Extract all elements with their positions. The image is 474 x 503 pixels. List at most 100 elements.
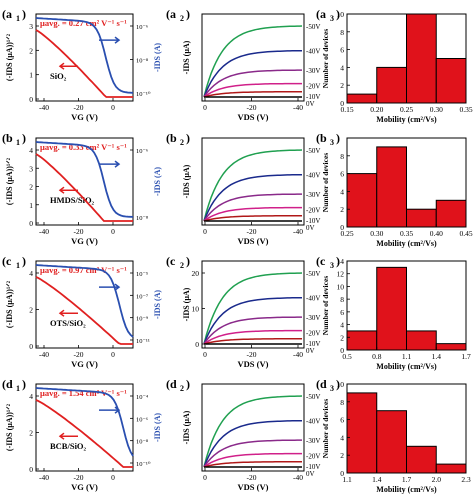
material-label: SiO₂ [50,71,67,81]
transfer-x-tick-label: 0 [111,473,115,482]
histogram-x-tick-label: 2.3 [461,475,471,484]
output-y-tick-label: 0 [195,340,199,349]
output-xlabel: VDS (V) [238,236,269,246]
output-y-tick-label: 20 [192,269,200,278]
output-curve-line [203,82,302,98]
output-curve-line [203,215,302,222]
output-x-tick-label: -20 [247,103,257,112]
material-label: HMDS/SiO₂ [50,195,95,205]
output-curve-line [203,338,302,345]
histogram-y-tick-label: 6 [340,170,344,179]
histogram-x-tick-label: 1.4 [432,352,442,361]
transfer-x-tick-label: -40 [39,103,49,112]
output-y-tick-label: 10 [192,305,200,314]
panel-label-close: ) [22,254,26,268]
panel-label-close: ) [336,7,340,21]
output-x-tick-label: -40 [293,473,303,482]
output-curve-line [203,272,303,345]
output-curve-label: -30V [306,67,320,75]
histogram-x-tick-label: 0.20 [370,105,383,114]
transfer-right-tick-label: 10⁻⁶ [136,416,148,423]
panel-label-close: ) [336,254,340,268]
histogram-bar [406,13,437,104]
output-x-tick-label: 0 [203,350,207,359]
transfer-ylabel-right: -IDS (A) [153,167,162,196]
transfer-right-tick-label: 10⁻¹⁰ [136,461,151,468]
histogram-y-tick-label: 6 [340,308,344,317]
output-curve-line [203,439,302,468]
panel-label-sub: 3 [330,138,334,147]
panel-label-close: ) [22,131,26,145]
transfer-x-tick-label: -20 [74,350,84,359]
output-xlabel: VDS (V) [238,112,269,122]
transfer-x-tick-label: 0 [111,227,115,236]
histogram-bar [406,208,437,228]
panel-label-close: ) [336,131,340,145]
transfer-xlabel: VG (V) [71,112,98,122]
panel-label-letter: (b [316,131,327,145]
output-plot-frame [201,13,305,102]
histogram-x-tick-label: 1.4 [372,475,382,484]
transfer-x-tick-label: -40 [39,350,49,359]
panel-label: (a 1) [2,7,26,23]
output-curve-label: -20V [306,83,320,91]
output-curve-line [203,149,303,222]
output-curve-label: -10V [306,93,320,101]
histogram-xlabel: Mobility (cm²/Vs) [376,239,437,248]
histogram-bar [346,173,378,228]
transfer-ylabel-left: (-IDS (μA))¹ᐟ² [5,157,14,205]
transfer-left-tick-label: 1 [29,201,33,210]
output-curve-line [203,452,302,468]
output-curve-line [203,296,302,345]
histogram-x-tick-label: 1.1 [342,475,352,484]
output-curve-label: 0V [306,100,315,108]
histogram-x-tick-label: 1.7 [402,475,412,484]
histogram-y-tick-label: 6 [340,416,344,425]
histogram-bar [435,199,467,228]
histogram-x-tick-label: 0.15 [340,105,353,114]
output-curve-line [203,395,303,468]
transfer-x-tick-label: 0 [111,103,115,112]
output-curve-line [203,173,302,222]
transfer-sqrt-curve [35,276,133,345]
histogram-x-tick-label: 1.7 [461,352,471,361]
panel-label-sub: 1 [16,14,20,23]
panel-label: (a 3) [316,7,340,23]
panel-label: (d 1) [2,377,26,393]
transfer-right-tick-label: 10⁻⁶ [136,24,148,31]
histogram-y-tick-label: 2 [340,333,344,342]
panel-label-letter: (b [166,131,177,145]
histogram-bar [376,266,407,351]
histogram-y-tick-label: 0 [340,469,344,478]
histogram-y-tick-label: 2 [340,205,344,214]
histogram-y-tick-label: 10 [337,10,345,19]
panel-label-close: ) [186,131,190,145]
transfer-plot-frame [35,137,134,226]
panel-label: (d 3) [316,377,340,393]
output-x-tick-label: 0 [203,227,207,236]
output-plot-frame [201,260,305,349]
panel-label-close: ) [186,7,190,21]
output-curve-line [203,193,302,222]
panel-label-letter: (d [2,377,13,391]
output-curve-label: -10V [306,340,320,348]
histogram-x-tick-label: 0.45 [459,229,472,238]
panel-label-sub: 3 [330,261,334,270]
output-curve-label: -20V [306,453,320,461]
output-curve-label: -30V [306,191,320,199]
output-curve-line [203,419,302,468]
histogram-bar [406,445,437,474]
transfer-x-tick-label: -40 [39,473,49,482]
output-curve-label: -30V [306,314,320,322]
histogram-ylabel: Number of devices [321,153,330,213]
histogram-bar [376,410,407,474]
histogram-bar [346,392,378,474]
transfer-ylabel-left: (-IDS (μA))¹ᐟ² [5,403,14,451]
transfer-x-tick-label: -20 [74,227,84,236]
output-ylabel: -IDS (μA) [182,410,191,444]
arrow-right-icon [99,160,121,168]
output-curve-line [203,69,302,98]
panel-label-letter: (d [166,377,177,391]
output-ylabel: -IDS (μA) [182,164,191,198]
